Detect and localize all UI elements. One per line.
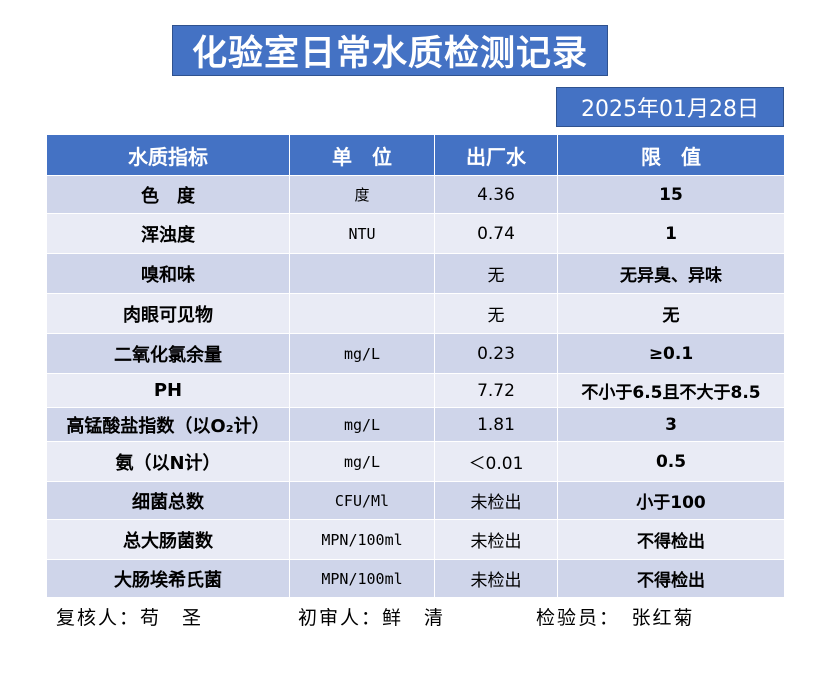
cell-unit: mg/L: [289, 441, 435, 482]
header-limit: 限 值: [557, 134, 785, 176]
table-header-row: 水质指标 单 位 出厂水 限 值: [46, 134, 785, 176]
table-row: PH 7.72 不小于6.5且不大于8.5: [46, 373, 785, 408]
header-unit: 单 位: [289, 134, 435, 176]
cell-indicator: 氨（以N计）: [46, 441, 290, 482]
cell-indicator: 大肠埃希氏菌: [46, 559, 290, 598]
cell-limit: 0.5: [557, 441, 785, 482]
cell-unit: [289, 253, 435, 294]
cell-indicator: 肉眼可见物: [46, 293, 290, 334]
cell-indicator: 色 度: [46, 175, 290, 214]
table-row: 嗅和味 无无异臭、异味: [46, 253, 785, 294]
cell-value: 4.36: [434, 175, 558, 214]
header-indicator: 水质指标: [46, 134, 290, 176]
cell-indicator: 总大肠菌数: [46, 519, 290, 560]
cell-limit: 15: [557, 175, 785, 214]
cell-unit: MPN/100ml: [289, 559, 435, 598]
cell-limit: 不得检出: [557, 559, 785, 598]
cell-value: 无: [434, 293, 558, 334]
cell-indicator: 嗅和味: [46, 253, 290, 294]
table-row: 总大肠菌数 MPN/100ml 未检出 不得检出: [46, 519, 785, 560]
page-title: 化验室日常水质检测记录: [172, 25, 608, 76]
table-row: 浑浊度 NTU 0.74 1: [46, 213, 785, 254]
cell-limit: 3: [557, 407, 785, 442]
cell-value: ＜0.01: [434, 441, 558, 482]
cell-value: 无: [434, 253, 558, 294]
cell-unit: mg/L: [289, 333, 435, 374]
cell-value: 0.23: [434, 333, 558, 374]
cell-indicator: 高锰酸盐指数（以O₂计）: [46, 407, 290, 442]
cell-unit: MPN/100ml: [289, 519, 435, 560]
cell-indicator: PH: [46, 373, 290, 408]
cell-limit: 小于100: [557, 481, 785, 520]
table-row: 肉眼可见物 无无: [46, 293, 785, 334]
cell-value: 0.74: [434, 213, 558, 254]
cell-unit: NTU: [289, 213, 435, 254]
cell-indicator: 二氧化氯余量: [46, 333, 290, 374]
cell-unit: [289, 293, 435, 334]
cell-limit: 无异臭、异味: [557, 253, 785, 294]
water-quality-table: 水质指标 单 位 出厂水 限 值 色 度度 4.36 15 浑浊度 NTU 0.74 1 嗅和…: [46, 134, 785, 598]
cell-indicator: 浑浊度: [46, 213, 290, 254]
record-date: 2025年01月28日: [556, 87, 784, 127]
cell-limit: 1: [557, 213, 785, 254]
cell-limit: 不小于6.5且不大于8.5: [557, 373, 785, 408]
cell-indicator: 细菌总数: [46, 481, 290, 520]
first-reviewer-signature: 初审人：鲜 清: [298, 607, 446, 629]
table-row: 细菌总数 CFU/Ml 未检出 小于100: [46, 481, 785, 520]
cell-unit: CFU/Ml: [289, 481, 435, 520]
cell-value: 7.72: [434, 373, 558, 408]
header-outlet-water: 出厂水: [434, 134, 558, 176]
table-row: 高锰酸盐指数（以O₂计） mg/L 1.81 3: [46, 407, 785, 442]
inspector-signature: 检验员： 张红菊: [536, 607, 695, 629]
cell-limit: ≥0.1: [557, 333, 785, 374]
cell-value: 未检出: [434, 559, 558, 598]
reviewer-signature: 复核人：苟 圣: [56, 607, 204, 629]
cell-value: 1.81: [434, 407, 558, 442]
cell-unit: [289, 373, 435, 408]
table-row: 色 度度 4.36 15: [46, 175, 785, 214]
table-row: 二氧化氯余量 mg/L 0.23 ≥0.1: [46, 333, 785, 374]
cell-value: 未检出: [434, 481, 558, 520]
table-row: 氨（以N计） mg/L ＜0.01 0.5: [46, 441, 785, 482]
table-row: 大肠埃希氏菌 MPN/100ml 未检出 不得检出: [46, 559, 785, 598]
cell-limit: 不得检出: [557, 519, 785, 560]
cell-unit: mg/L: [289, 407, 435, 442]
cell-value: 未检出: [434, 519, 558, 560]
cell-unit: 度: [289, 175, 435, 214]
cell-limit: 无: [557, 293, 785, 334]
